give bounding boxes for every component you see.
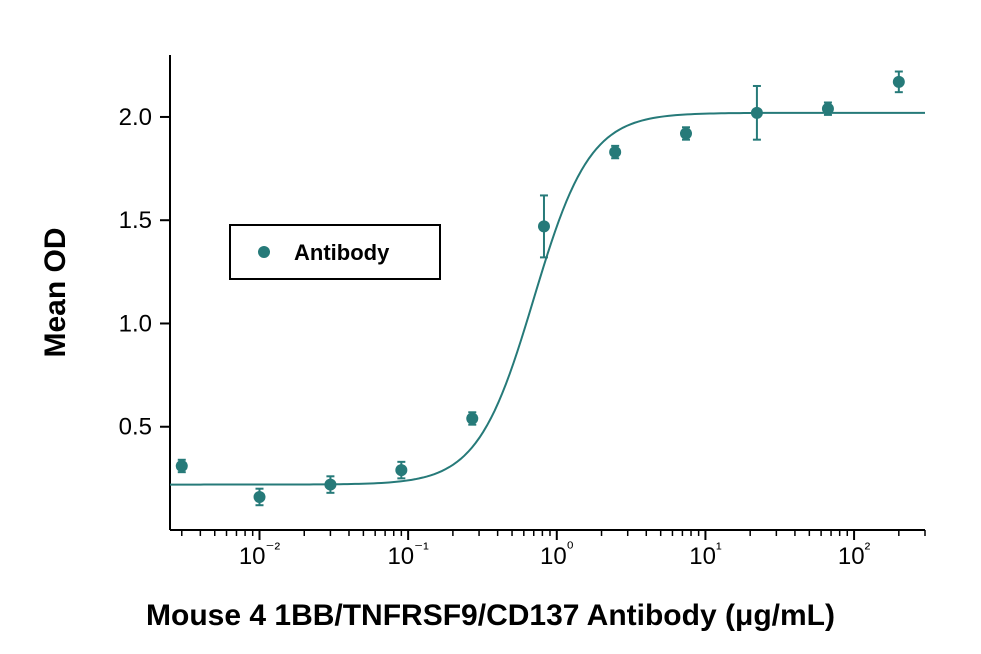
svg-text:10⁻¹: 10⁻¹: [387, 539, 429, 570]
svg-text:0.5: 0.5: [119, 414, 152, 441]
svg-text:2.0: 2.0: [119, 104, 152, 131]
svg-text:Mean OD: Mean OD: [39, 227, 72, 357]
svg-text:10²: 10²: [838, 539, 871, 570]
svg-text:1.0: 1.0: [119, 310, 152, 337]
chart-container: 0.5 1.0 1.5 2.0 10⁻² 10⁻¹ 10⁰ 10¹ 10² Mean OD Mous…: [0, 0, 981, 654]
svg-text:10¹: 10¹: [689, 539, 722, 570]
legend-label: Antibody: [294, 240, 390, 265]
svg-text:Mouse 4 1BB/TNFRSF9/CD137 Anti: Mouse 4 1BB/TNFRSF9/CD137 Antibody (μg/m…: [146, 599, 835, 632]
dose-response-chart: 0.5 1.0 1.5 2.0 10⁻² 10⁻¹ 10⁰ 10¹ 10² Mean OD Mous…: [0, 0, 981, 654]
svg-text:10⁻²: 10⁻²: [239, 539, 281, 570]
svg-text:10⁰: 10⁰: [540, 539, 574, 570]
svg-text:1.5: 1.5: [119, 207, 152, 234]
